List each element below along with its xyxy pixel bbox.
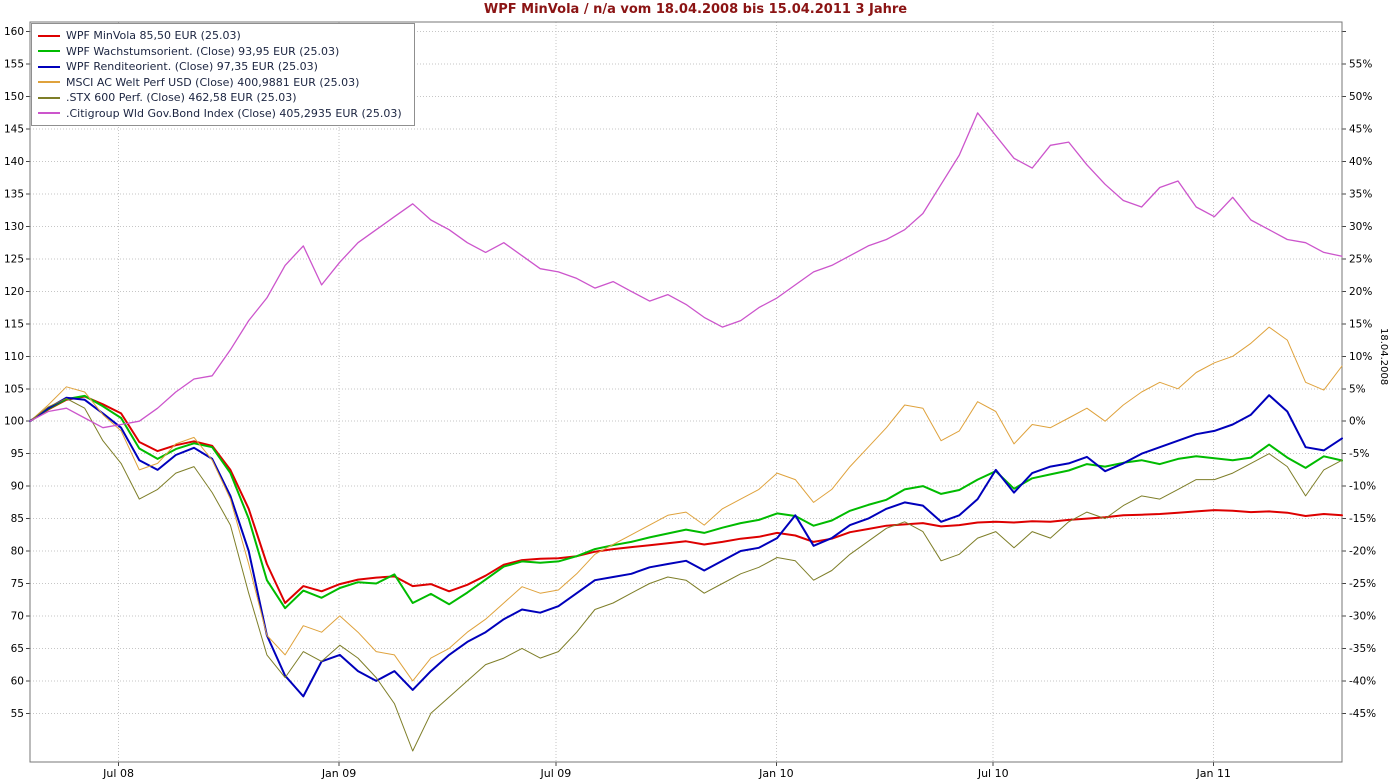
series-lines — [29, 112, 1343, 752]
y-axis-left-label: 160 — [4, 26, 24, 38]
y-axis-left-label: 60 — [11, 675, 24, 687]
y-axis-right-label: 45% — [1349, 124, 1372, 136]
y-axis-right-label: 30% — [1349, 221, 1372, 233]
x-axis-label: Jul 08 — [102, 767, 134, 780]
x-axis-label: Jan 09 — [321, 767, 356, 780]
y-axis-right-label: -45% — [1349, 708, 1376, 720]
y-axis-left-label: 155 — [4, 59, 24, 71]
y-axis-left-label: 120 — [4, 286, 24, 298]
x-axis-label: Jul 10 — [977, 767, 1009, 780]
y-axis-right-label: -15% — [1349, 513, 1376, 525]
y-axis-right-label: -20% — [1349, 546, 1376, 558]
y-axis-right-label: -10% — [1349, 481, 1376, 493]
y-axis-right-label: 40% — [1349, 156, 1372, 168]
y-axis-right-label: -35% — [1349, 643, 1376, 655]
y-axis-left-label: 105 — [4, 383, 24, 395]
y-axis-left-label: 135 — [4, 189, 24, 201]
legend-item-label: WPF Wachstumsorient. (Close) 93,95 EUR (… — [66, 44, 340, 58]
legend-item-msci-ac-welt: MSCI AC Welt Perf USD (Close) 400,9881 E… — [38, 75, 402, 91]
y-axis-right-label: 25% — [1349, 253, 1372, 265]
y-axis-right-label: 50% — [1349, 91, 1372, 103]
legend-item-label: MSCI AC Welt Perf USD (Close) 400,9881 E… — [66, 75, 360, 89]
y-axis-right-label: -5% — [1349, 448, 1369, 460]
y-axis-left-label: 110 — [4, 351, 24, 363]
series-line-wpf-wachstumsorient — [29, 394, 1343, 610]
legend-item-label: .Citigroup Wld Gov.Bond Index (Close) 40… — [66, 106, 402, 120]
y-axis-left-label: 55 — [11, 708, 24, 720]
x-axis-label: Jan 10 — [758, 767, 793, 780]
y-axis-right-label: 10% — [1349, 351, 1372, 363]
legend-line-swatch — [38, 96, 60, 99]
y-axis-right-label: -30% — [1349, 610, 1376, 622]
y-axis-left-label: 125 — [4, 253, 24, 265]
y-axis-left-label: 95 — [11, 448, 24, 460]
series-line-citigroup-bond — [29, 112, 1343, 429]
chart-title: WPF MinVola / n/a vom 18.04.2008 bis 15.… — [483, 2, 908, 17]
y-axis-left-label: 70 — [11, 610, 24, 622]
y-axis-left-label: 115 — [4, 318, 24, 330]
y-axis-left-label: 100 — [4, 416, 24, 428]
y-axis-left-label: 150 — [4, 91, 24, 103]
y-axis-right-label: 35% — [1349, 189, 1372, 201]
y-axis-right-label: 20% — [1349, 286, 1372, 298]
legend-item-wpf-renditeorient: WPF Renditeorient. (Close) 97,35 EUR (25… — [38, 59, 402, 75]
legend-item-wpf-wachstumsorient: WPF Wachstumsorient. (Close) 93,95 EUR (… — [38, 44, 402, 60]
chart-legend: WPF MinVola 85,50 EUR (25.03) WPF Wachstu… — [31, 23, 415, 126]
series-line-msci-ac-welt — [29, 326, 1343, 682]
y-axis-left-label: 85 — [11, 513, 24, 525]
legend-item-label: WPF MinVola 85,50 EUR (25.03) — [66, 29, 241, 43]
y-axis-right-label: -40% — [1349, 675, 1376, 687]
series-line-stx-600 — [29, 398, 1343, 752]
y-axis-right-label: 15% — [1349, 318, 1372, 330]
x-axis-label: Jan 11 — [1195, 767, 1230, 780]
legend-item-citigroup-bond: .Citigroup Wld Gov.Bond Index (Close) 40… — [38, 106, 402, 122]
y-axis-left-label: 90 — [11, 481, 24, 493]
legend-line-swatch — [38, 50, 60, 53]
y-axis-right-label: -25% — [1349, 578, 1376, 590]
start-date-axis-label: 18.04.2008 — [1378, 328, 1389, 386]
series-line-wpf-renditeorient — [29, 394, 1343, 698]
legend-line-swatch — [38, 81, 60, 84]
legend-item-wpf-minvola: WPF MinVola 85,50 EUR (25.03) — [38, 28, 402, 44]
plot-border — [29, 21, 1343, 763]
y-axis-right-label: 0% — [1349, 416, 1366, 428]
grid — [30, 22, 1342, 762]
y-axis-left-label: 130 — [4, 221, 24, 233]
y-axis-right-label: 55% — [1349, 59, 1372, 71]
y-axis-left-label: 140 — [4, 156, 24, 168]
legend-item-label: .STX 600 Perf. (Close) 462,58 EUR (25.03… — [66, 91, 297, 105]
series-line-wpf-minvola — [29, 395, 1343, 604]
y-axis-left-label: 65 — [11, 643, 24, 655]
legend-line-swatch — [38, 112, 60, 115]
legend-item-label: WPF Renditeorient. (Close) 97,35 EUR (25… — [66, 60, 318, 74]
axes: 55 -45% 60 -40% 65 -35% 70 -30% 75 -25% 80 -20% 85 -1… — [4, 21, 1376, 780]
legend-line-swatch — [38, 34, 60, 37]
y-axis-left-label: 145 — [4, 124, 24, 136]
y-axis-left-label: 80 — [11, 546, 24, 558]
x-axis-label: Jul 09 — [540, 767, 572, 780]
legend-item-stx-600: .STX 600 Perf. (Close) 462,58 EUR (25.03… — [38, 90, 402, 106]
y-axis-right-label: 5% — [1349, 383, 1366, 395]
y-axis-left-label: 75 — [11, 578, 24, 590]
legend-line-swatch — [38, 65, 60, 68]
